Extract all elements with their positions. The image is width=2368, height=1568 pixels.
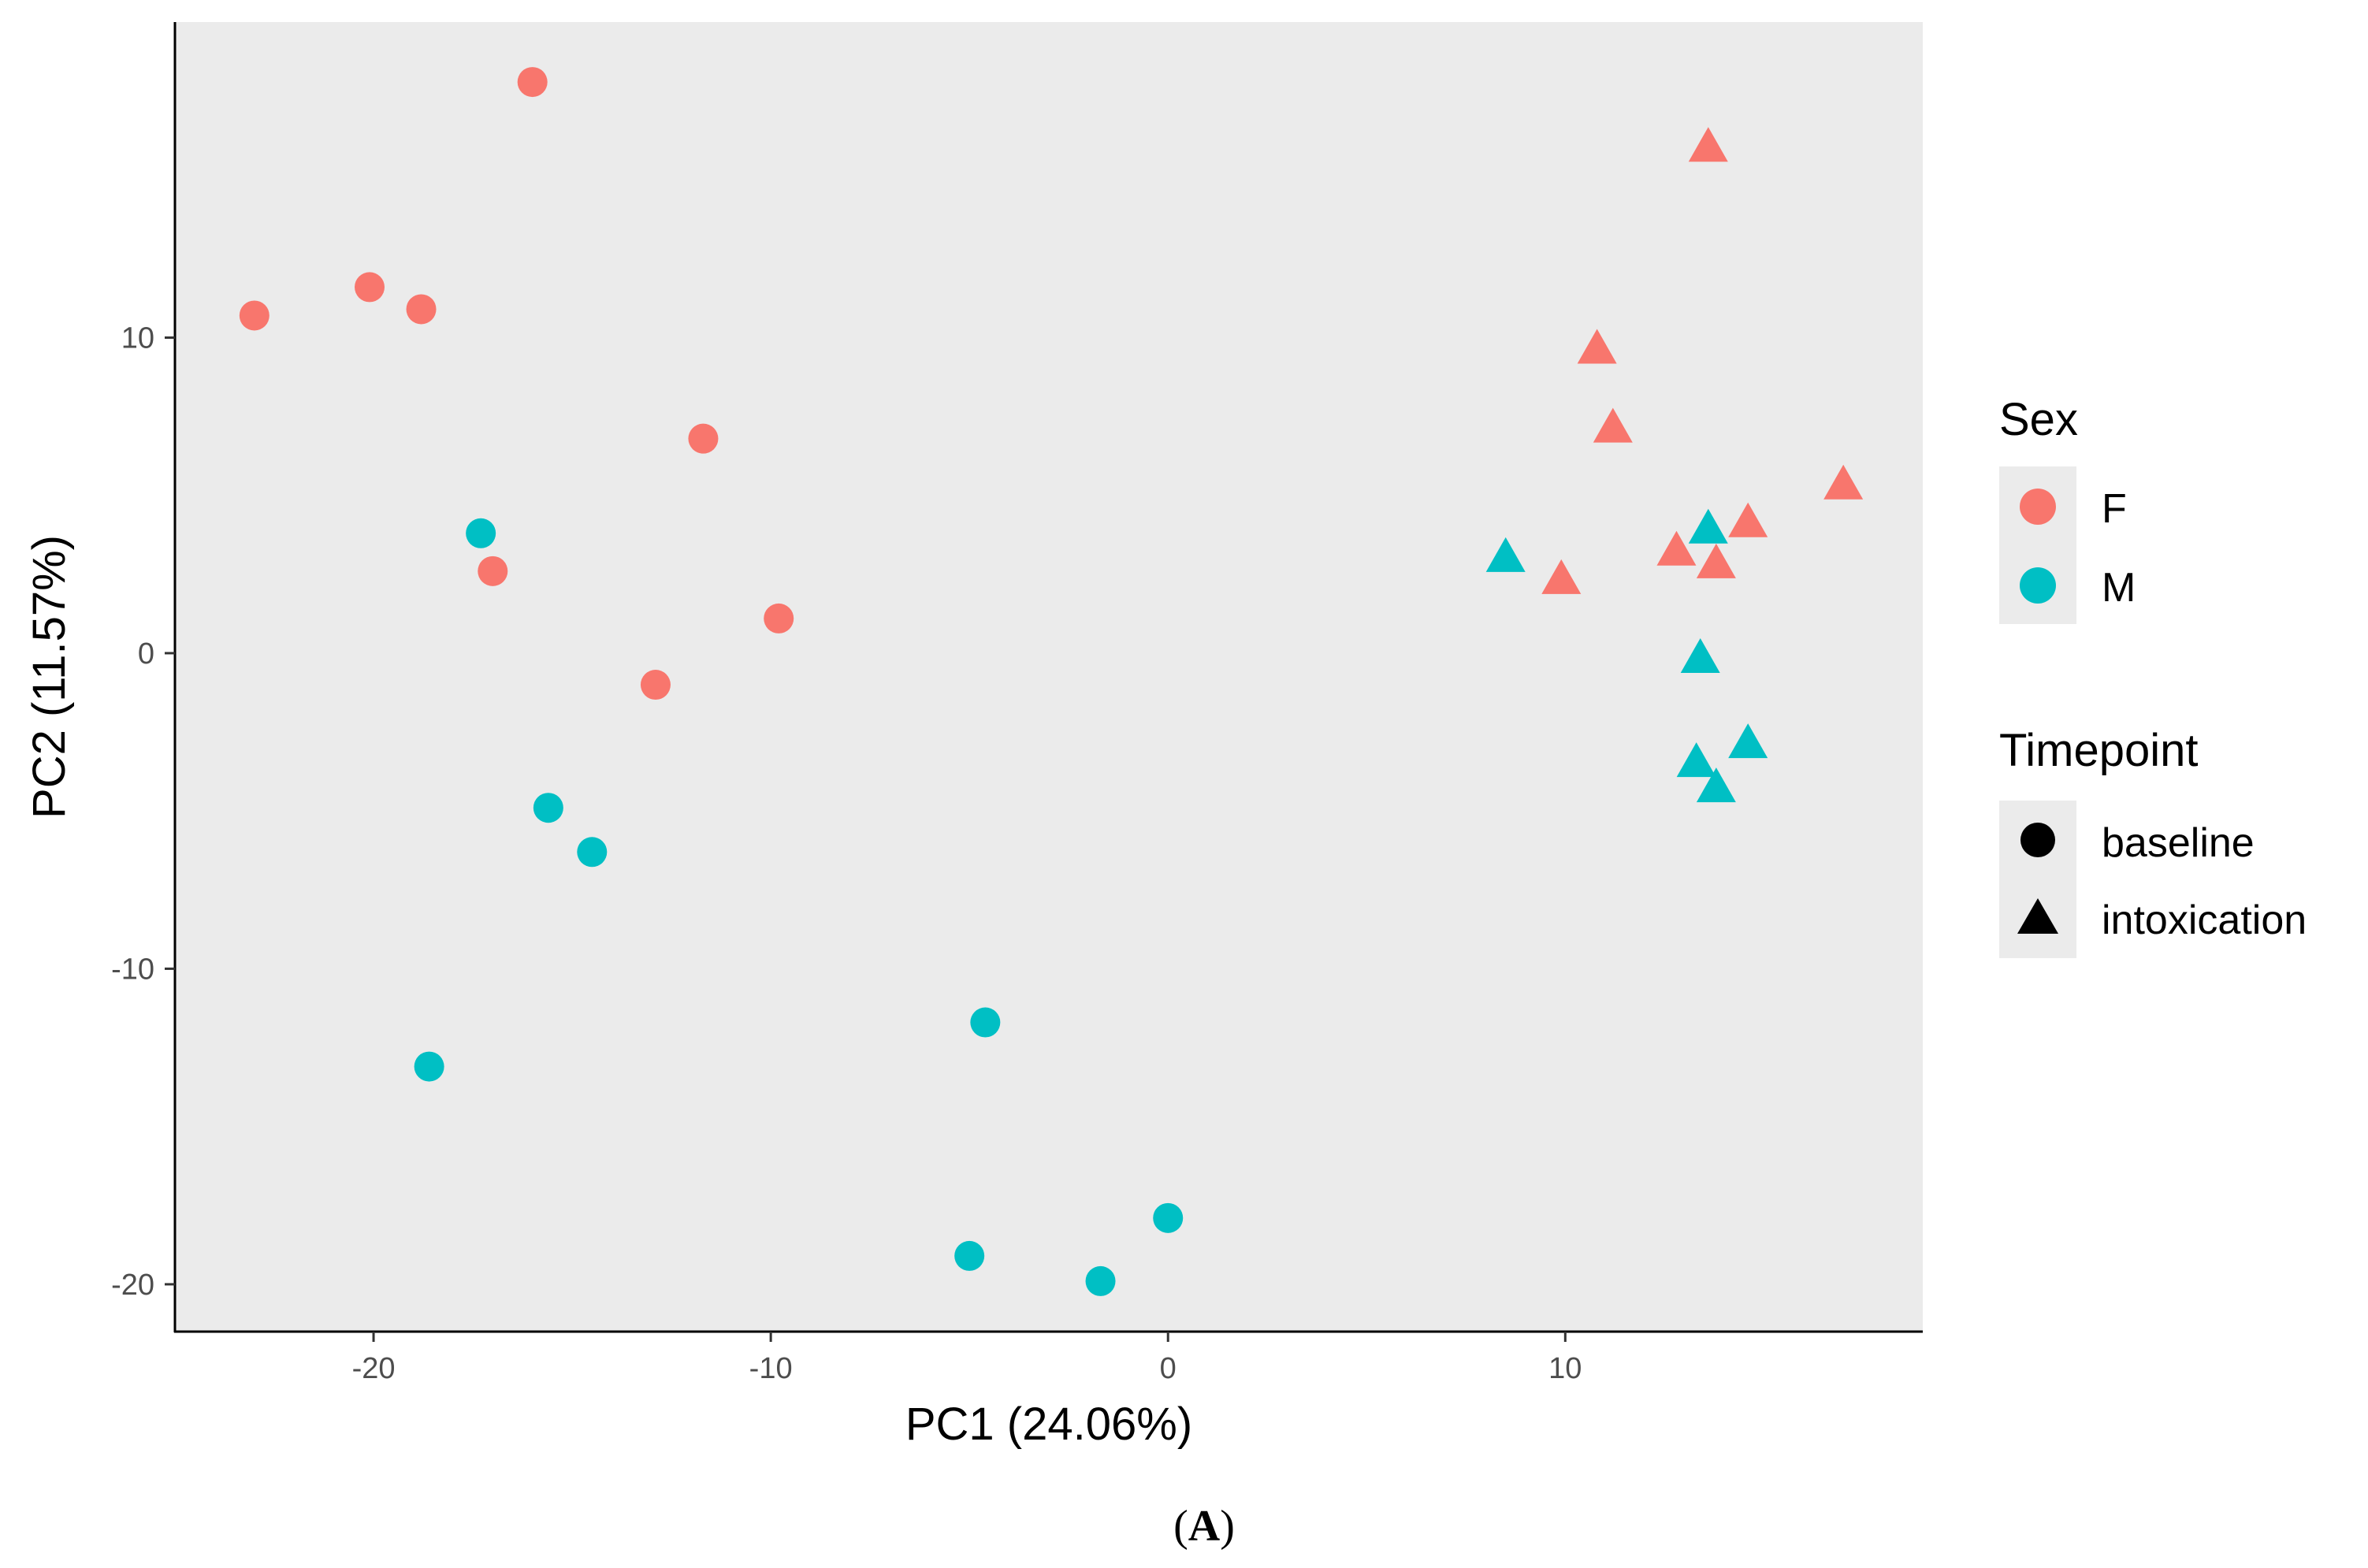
- legend-timepoint-title: Timepoint: [1999, 725, 2199, 776]
- data-point-f-baseline: [517, 67, 548, 98]
- data-point-f-baseline: [355, 272, 385, 303]
- legend-baseline-label: baseline: [2102, 820, 2255, 866]
- legend-baseline-symbol: [2020, 823, 2055, 857]
- legend-sex-title: Sex: [1999, 394, 2078, 445]
- y-tick-label: 0: [138, 637, 154, 671]
- data-point-m-baseline: [414, 1051, 444, 1082]
- legend-sex-f-symbol: [2020, 489, 2056, 525]
- legend-sex-m-symbol: [2020, 567, 2056, 604]
- data-point-f-intoxication: [1696, 543, 1736, 578]
- data-point-m-baseline: [533, 793, 563, 823]
- data-point-m-baseline: [1153, 1202, 1184, 1233]
- y-tick-label: -10: [111, 953, 154, 986]
- panel-label-letter: A: [1188, 1502, 1221, 1551]
- data-point-m-intoxication: [1485, 537, 1526, 572]
- data-point-m-intoxication: [1688, 508, 1728, 544]
- x-tick-label: 10: [1548, 1352, 1582, 1385]
- x-axis-ticks: -20 -10 0 10: [352, 1332, 1582, 1385]
- legend-sex-f-label: F: [2102, 486, 2127, 532]
- data-point-f-intoxication: [1688, 127, 1728, 162]
- data-point-m-baseline: [577, 837, 608, 868]
- data-point-f-baseline: [640, 670, 671, 700]
- data-point-f-baseline: [239, 300, 270, 331]
- data-point-f-intoxication: [1541, 559, 1582, 594]
- data-point-f-baseline: [478, 555, 508, 586]
- data-point-m-baseline: [954, 1240, 985, 1271]
- y-axis-ticks: 10 0 -10 -20: [111, 321, 175, 1302]
- panel-label-open: (: [1173, 1502, 1188, 1551]
- points-layer: [239, 67, 1864, 1296]
- x-axis-title: PC1 (24.06%): [905, 1399, 1192, 1450]
- y-tick-label: 10: [121, 321, 154, 355]
- data-point-f-intoxication: [1656, 530, 1697, 566]
- data-point-f-intoxication: [1728, 502, 1768, 537]
- data-point-m-baseline: [1085, 1265, 1116, 1296]
- data-point-f-intoxication: [1577, 329, 1617, 364]
- y-axis-title: PC2 (11.57%): [24, 535, 75, 819]
- legend-sex-m-label: M: [2102, 565, 2136, 611]
- data-point-m-baseline: [970, 1007, 1001, 1038]
- x-tick-label: -20: [352, 1352, 396, 1385]
- legend: Sex F M Timepoint baseline intoxication: [1999, 394, 2307, 958]
- data-point-m-intoxication: [1728, 723, 1768, 759]
- panel-label: (A): [1173, 1502, 1235, 1551]
- data-point-f-intoxication: [1593, 407, 1633, 443]
- data-point-m-intoxication: [1680, 637, 1720, 673]
- plot-panel: [175, 22, 1923, 1332]
- y-tick-label: -20: [111, 1269, 154, 1302]
- data-point-m-intoxication: [1696, 767, 1736, 803]
- data-point-m-intoxication: [1676, 742, 1716, 778]
- legend-intoxication-label: intoxication: [2102, 897, 2307, 943]
- legend-intoxication-symbol: [2017, 898, 2058, 934]
- data-point-f-baseline: [406, 294, 437, 325]
- x-tick-label: -10: [749, 1352, 793, 1385]
- data-point-m-baseline: [466, 518, 496, 548]
- data-point-f-baseline: [688, 423, 719, 454]
- data-point-f-intoxication: [1823, 464, 1864, 500]
- x-tick-label: 0: [1160, 1352, 1177, 1385]
- data-point-f-baseline: [764, 603, 794, 634]
- panel-label-close: ): [1220, 1502, 1235, 1551]
